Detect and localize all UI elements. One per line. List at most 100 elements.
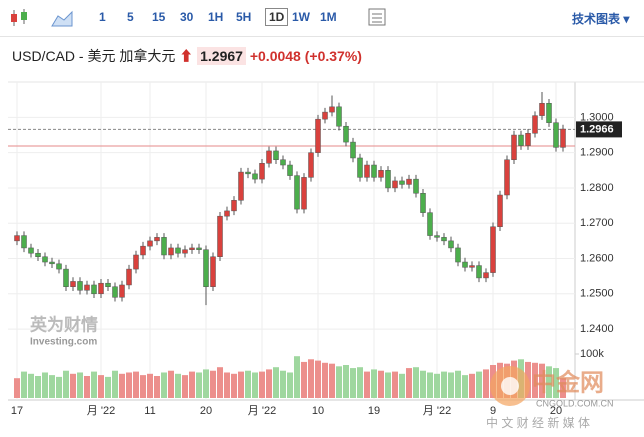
- candle-body: [371, 164, 377, 178]
- candle-body: [196, 247, 202, 250]
- volume-bar: [511, 360, 517, 398]
- volume-bar: [406, 368, 412, 398]
- volume-bar: [329, 363, 335, 398]
- volume-bar: [560, 378, 566, 398]
- candle-body: [553, 122, 559, 148]
- candle-body: [560, 128, 566, 148]
- candle-body: [392, 180, 398, 189]
- interval-button[interactable]: 1D: [265, 8, 289, 26]
- tech-chart-menu[interactable]: 技术图表 ▾: [572, 12, 630, 26]
- y-tick-label: 1.2500: [580, 288, 614, 300]
- toolbar: 技术图表 ▾ 1 5 15 30 1H 5H 1D 1W 1M: [0, 0, 644, 37]
- volume-bar: [364, 371, 370, 398]
- candle-body: [91, 284, 97, 295]
- volume-bar: [497, 362, 503, 398]
- volume-bar: [70, 373, 76, 398]
- candle-body: [469, 265, 475, 268]
- candle-body: [497, 194, 503, 228]
- interval-button[interactable]: 5: [127, 10, 134, 24]
- interval-button[interactable]: 1M: [320, 10, 337, 24]
- volume-bar: [105, 376, 111, 398]
- last-price: 1.2967: [197, 47, 246, 65]
- candle-body: [336, 106, 342, 127]
- candle-body: [532, 115, 538, 134]
- x-tick-label: 月 '22: [423, 405, 451, 417]
- candle-body: [147, 240, 153, 247]
- candle-body: [42, 256, 48, 263]
- volume-bar: [238, 371, 244, 398]
- candle-body: [329, 106, 335, 113]
- volume-bar: [189, 371, 195, 398]
- candle-body: [539, 103, 545, 116]
- x-tick-label: 11: [144, 405, 155, 417]
- price-tag-bg: [576, 121, 622, 138]
- interval-button[interactable]: 1: [99, 10, 106, 24]
- candle-body: [322, 111, 328, 120]
- volume-bar: [301, 361, 307, 398]
- volume-bar: [336, 366, 342, 398]
- volume-bar: [532, 362, 538, 398]
- volume-bar: [49, 375, 55, 398]
- volume-bar: [35, 376, 41, 398]
- volume-bar: [476, 371, 482, 398]
- candle-body: [476, 265, 482, 279]
- candle-body: [98, 282, 104, 295]
- candle-body: [399, 180, 405, 185]
- candle-body: [21, 235, 27, 249]
- logo-tagline: 中 文 财 经 新 媒 体: [486, 415, 590, 430]
- candle-body: [189, 247, 195, 250]
- volume-bar: [469, 373, 475, 398]
- volume-bar: [546, 366, 552, 398]
- candle-body: [259, 163, 265, 180]
- header: USD/CAD - 美元 加拿大元 ⬆ 1.2967 +0.0048 (+0.3…: [12, 46, 362, 66]
- x-tick-label: 20: [550, 405, 562, 417]
- volume-bar: [56, 376, 62, 398]
- volume-bar: [483, 369, 489, 398]
- interval-button[interactable]: 30: [180, 10, 194, 24]
- candle-body: [308, 152, 314, 178]
- volume-bar: [504, 363, 510, 398]
- candle-body: [483, 272, 489, 279]
- candle-body: [406, 178, 412, 185]
- area-icon[interactable]: [50, 6, 76, 30]
- up-arrow: ⬆: [179, 48, 194, 64]
- candle-body: [105, 282, 111, 287]
- volume-bar: [126, 372, 132, 398]
- candle-body: [252, 173, 258, 180]
- candle-body: [14, 235, 20, 242]
- interval-button[interactable]: 5H: [236, 10, 252, 24]
- candle-body: [448, 240, 454, 249]
- candle-body: [385, 170, 391, 189]
- interval-button[interactable]: 1W: [292, 10, 310, 24]
- volume-bar: [322, 362, 328, 398]
- volume-bar: [84, 376, 90, 398]
- x-tick-label: 9: [490, 405, 496, 417]
- watermark: Investing.com: [30, 337, 97, 348]
- volume-bar: [175, 373, 181, 398]
- volume-bar: [14, 378, 20, 398]
- candle-body: [231, 200, 237, 212]
- symbol: USD/CAD - 美元 加拿大元: [12, 48, 176, 64]
- interval-button[interactable]: 15: [152, 10, 166, 24]
- y-tick-label: 1.2900: [580, 147, 614, 159]
- volume-bar: [210, 370, 216, 398]
- volume-bar: [448, 372, 454, 398]
- volume-bar: [539, 363, 545, 398]
- interval-button[interactable]: 1H: [208, 10, 224, 24]
- x-tick-label: 月 '22: [87, 405, 115, 417]
- volume-bar: [182, 375, 188, 398]
- indicator-icon[interactable]: [366, 6, 390, 30]
- candle-body: [420, 192, 426, 213]
- volume-bar: [280, 370, 286, 398]
- candle-body: [546, 103, 552, 123]
- volume-bar: [490, 365, 496, 398]
- candle-body: [133, 254, 139, 270]
- x-tick-label: 月 '22: [248, 405, 276, 417]
- change-pct: (+0.37%): [304, 48, 362, 64]
- volume-bar: [343, 365, 349, 398]
- volume-bar: [273, 367, 279, 398]
- candle-body: [434, 235, 440, 238]
- logo-text: 中金网: [532, 368, 604, 396]
- candle-body: [301, 177, 307, 210]
- candle-body: [294, 175, 300, 210]
